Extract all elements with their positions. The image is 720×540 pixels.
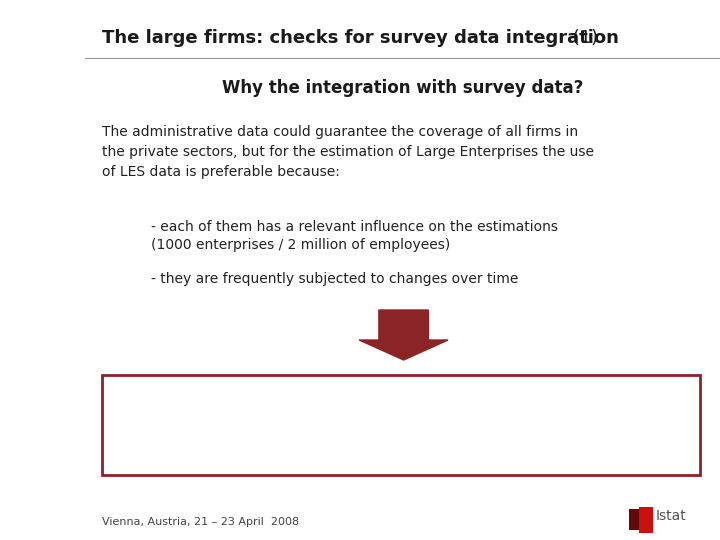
- Text: The administrative data could guarantee the coverage of all firms in
the private: The administrative data could guarantee …: [102, 125, 594, 179]
- Text: - each of them has a relevant influence on the estimations: - each of them has a relevant influence …: [151, 220, 559, 234]
- Bar: [629, 509, 643, 530]
- Text: (spill overs, mergers,…): (spill overs, mergers,…): [318, 448, 484, 462]
- Text: The large firms: checks for survey data integration: The large firms: checks for survey data …: [102, 29, 619, 47]
- Text: and a more rapid and efficient management of their changes: and a more rapid and efficient managemen…: [188, 421, 614, 435]
- Bar: [639, 508, 653, 534]
- FancyBboxPatch shape: [102, 375, 701, 475]
- Polygon shape: [359, 310, 448, 360]
- Text: - they are frequently subjected to changes over time: - they are frequently subjected to chang…: [151, 272, 519, 286]
- Text: Work Session on: Work Session on: [0, 39, 81, 48]
- Ellipse shape: [0, 448, 102, 540]
- Text: (1): (1): [567, 29, 598, 47]
- Text: Istat: Istat: [656, 509, 686, 523]
- Text: Why the integration with survey data?: Why the integration with survey data?: [222, 79, 583, 97]
- Text: A direct contact with LE can guarantee a higher quality of data: A direct contact with LE can guarantee a…: [182, 393, 621, 407]
- Text: Vienna, Austria, 21 – 23 April  2008: Vienna, Austria, 21 – 23 April 2008: [102, 517, 299, 527]
- Text: Editing: Editing: [21, 87, 57, 96]
- Text: Statistical Data: Statistical Data: [0, 63, 78, 72]
- Text: (1000 enterprises / 2 million of employees): (1000 enterprises / 2 million of employe…: [151, 238, 451, 252]
